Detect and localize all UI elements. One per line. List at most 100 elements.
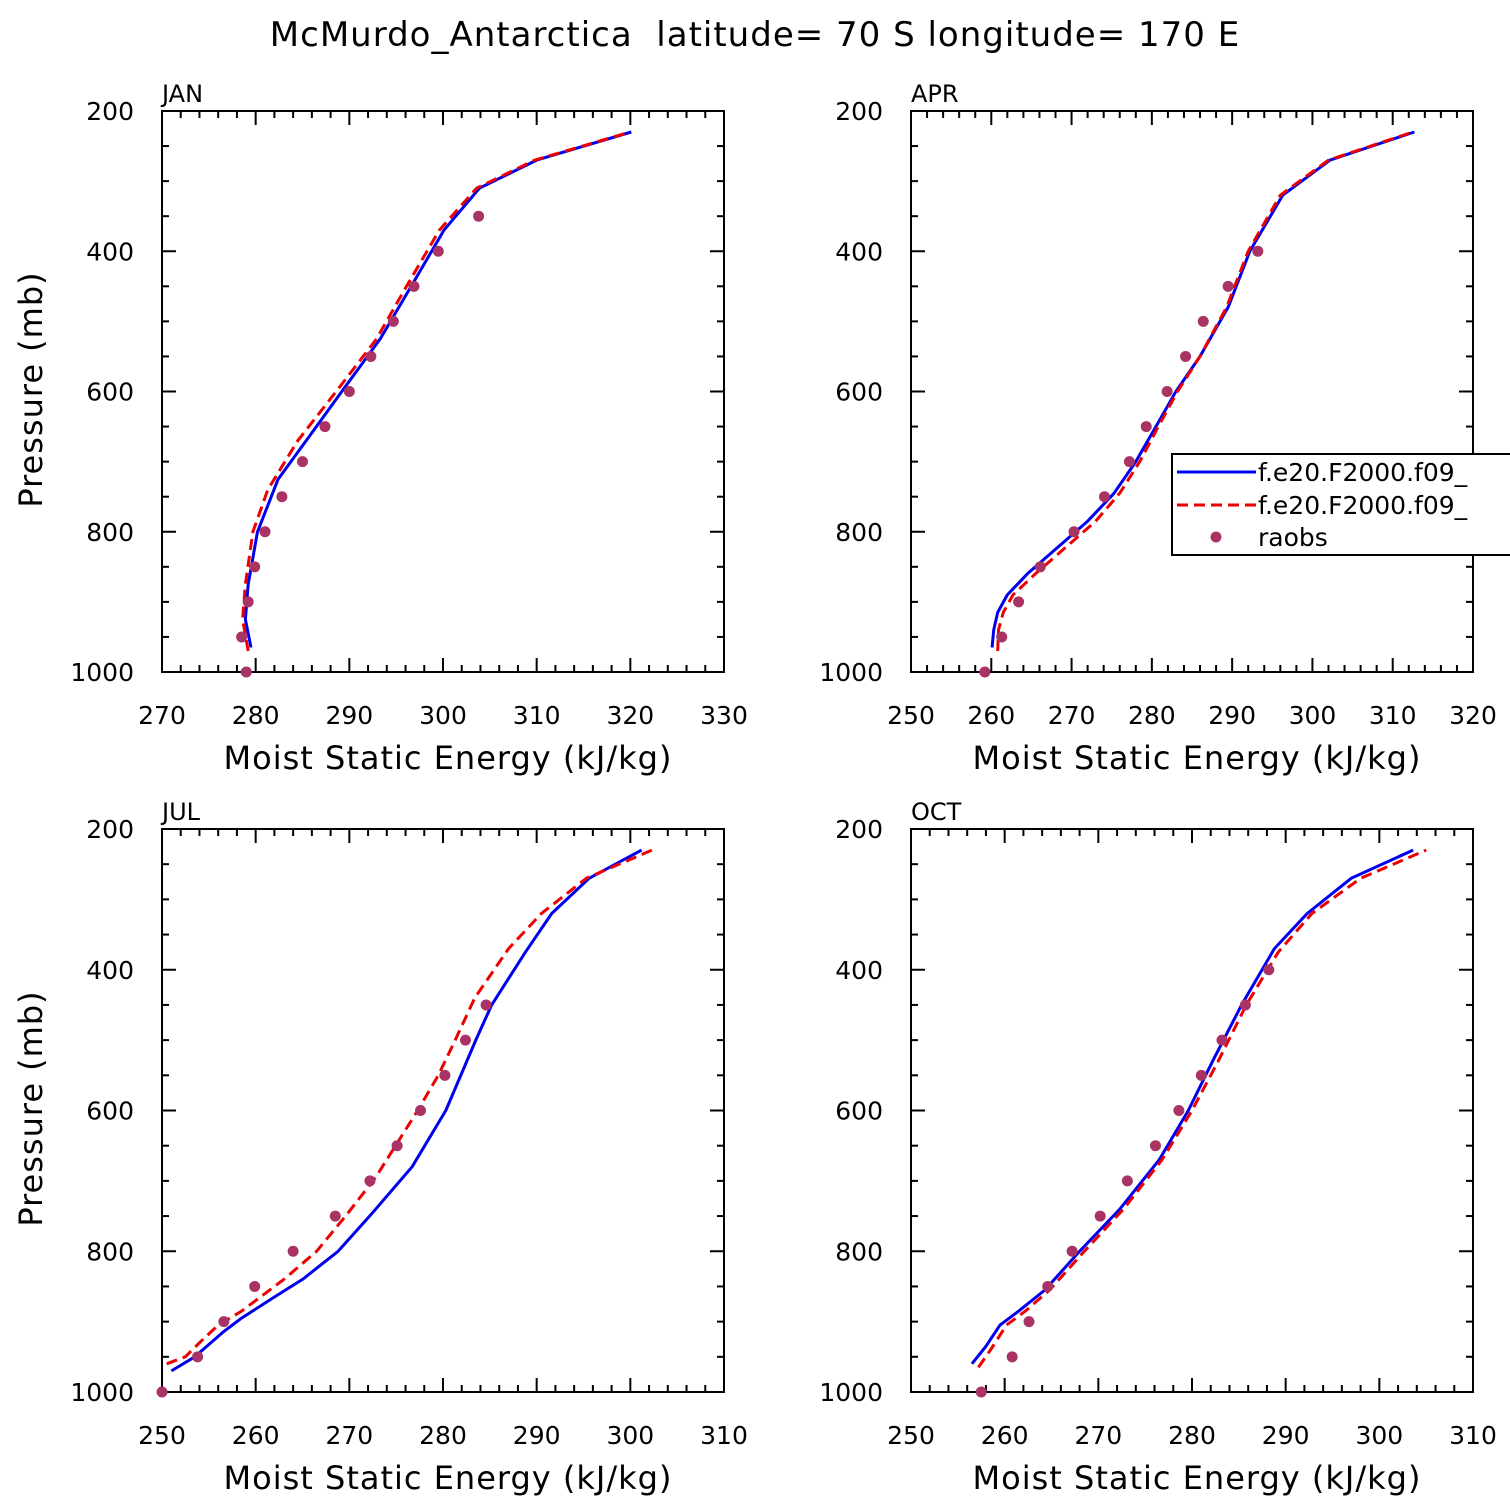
y-tick-label: 1000 (70, 658, 134, 687)
x-tick-label: 310 (700, 1421, 748, 1450)
raobs-point (1161, 386, 1173, 397)
raobs-point (236, 631, 248, 643)
panel-apr: APR 250 260 270 280 290 300 310 320 200 400 600 800 1… (819, 80, 1496, 777)
x-tick-label: 270 (1074, 1421, 1122, 1450)
raobs-point (329, 1210, 341, 1222)
raobs-point (287, 1245, 299, 1257)
x-axis-label: Moist Static Energy (kJ/kg) (973, 1459, 1422, 1497)
x-axis-ticks: 250 260 270 280 290 300 310 320 (887, 111, 1497, 730)
raobs-point (1066, 1245, 1078, 1257)
raobs-point (297, 456, 308, 468)
legend-label: f.e20.F2000.f09_ (1258, 491, 1468, 520)
y-tick-label: 800 (835, 518, 883, 547)
y-tick-label: 1000 (70, 1378, 134, 1407)
raobs-point (979, 666, 991, 678)
raobs-point (259, 526, 271, 538)
x-tick-label: 250 (887, 1421, 935, 1450)
x-tick-label: 300 (606, 1421, 654, 1450)
raobs-point (364, 1175, 376, 1187)
raobs-point (319, 421, 331, 433)
x-tick-label: 290 (1262, 1421, 1310, 1450)
raobs-point (192, 1351, 204, 1363)
y-tick-label: 1000 (819, 1378, 883, 1407)
raobs-point (1023, 1316, 1035, 1328)
panel-jan: JAN 270 280 290 300 310 320 330 200 400 600 800 1000… (12, 80, 748, 777)
y-tick-label: 600 (835, 1097, 883, 1126)
x-tick-label: 280 (1128, 701, 1176, 730)
series-line-dashed (977, 848, 1427, 1369)
y-tick-label: 400 (835, 237, 883, 266)
raobs-point (1180, 350, 1192, 362)
x-tick-label: 310 (1369, 701, 1417, 730)
x-axis-ticks: 270 280 290 300 310 320 330 (138, 111, 748, 730)
y-tick-label: 200 (835, 815, 883, 844)
x-tick-label: 290 (1208, 701, 1256, 730)
legend-label: f.e20.F2000.f09_ (1258, 458, 1468, 487)
x-tick-label: 320 (1449, 701, 1497, 730)
raobs-point (480, 999, 492, 1011)
raobs-point (459, 1034, 471, 1046)
panels: JAN 270 280 290 300 310 320 330 200 400 600 800 1000… (12, 80, 1510, 1497)
figure-title: McMurdo_Antarctica latitude= 70 S longit… (270, 15, 1240, 55)
raobs-point (432, 245, 444, 257)
plot-frame (161, 110, 725, 673)
x-tick-label: 260 (232, 1421, 280, 1450)
plot-frame (910, 828, 1474, 1393)
plot-frame (910, 110, 1474, 673)
panel-oct: OCT 250 260 270 280 290 300 310 200 400 600 800 1000… (819, 798, 1496, 1497)
x-tick-label: 300 (1289, 701, 1337, 730)
raobs-point (975, 1386, 987, 1398)
x-tick-label: 320 (606, 701, 654, 730)
x-tick-label: 270 (138, 701, 186, 730)
x-tick-label: 300 (1355, 1421, 1403, 1450)
raobs-point (1263, 964, 1275, 976)
series-line-dashed (241, 130, 631, 652)
x-tick-label: 250 (887, 701, 935, 730)
x-axis-label: Moist Static Energy (kJ/kg) (224, 739, 673, 777)
raobs-point (276, 491, 288, 503)
series-line-solid (970, 848, 1414, 1365)
y-tick-label: 400 (835, 956, 883, 985)
x-axis-ticks: 250 260 270 280 290 300 310 (887, 829, 1497, 1450)
raobs-point (1195, 1069, 1207, 1081)
panel-label: JAN (160, 80, 203, 108)
raobs-point (1013, 596, 1025, 608)
raobs-point (1140, 421, 1152, 433)
raobs-point (1121, 1175, 1133, 1187)
raobs-points (979, 245, 1264, 678)
y-tick-label: 800 (86, 1237, 134, 1266)
raobs-point (387, 315, 399, 327)
raobs-point (391, 1140, 403, 1152)
panel-label: JUL (160, 798, 201, 826)
raobs-point (415, 1105, 427, 1116)
y-tick-label: 400 (86, 956, 134, 985)
x-tick-label: 250 (138, 1421, 186, 1450)
y-axis-ticks: 200 400 600 800 1000 (819, 815, 1473, 1407)
x-tick-label: 270 (325, 1421, 373, 1450)
raobs-point (1123, 456, 1135, 468)
raobs-point (1252, 245, 1264, 257)
series-line-solid (990, 130, 1415, 648)
raobs-point (156, 1386, 168, 1398)
raobs-point (240, 666, 252, 678)
y-tick-label: 600 (835, 378, 883, 407)
raobs-point (249, 1280, 261, 1292)
x-tick-label: 300 (419, 701, 467, 730)
raobs-point (249, 561, 261, 573)
x-tick-label: 290 (513, 1421, 561, 1450)
x-tick-label: 260 (967, 701, 1015, 730)
raobs-point (1042, 1280, 1054, 1292)
raobs-point (996, 631, 1008, 643)
x-axis-label: Moist Static Energy (kJ/kg) (224, 1459, 673, 1497)
y-tick-label: 200 (86, 97, 134, 126)
raobs-point (473, 210, 485, 222)
y-tick-label: 200 (86, 815, 134, 844)
raobs-point (1149, 1140, 1161, 1152)
panel-label: OCT (911, 798, 962, 826)
series-line-solid (243, 130, 632, 648)
raobs-point (1034, 561, 1046, 573)
y-axis-ticks: 200 400 600 800 1000 (819, 97, 1473, 687)
legend-label: raobs (1258, 523, 1328, 552)
raobs-point (1098, 491, 1110, 503)
raobs-point (218, 1316, 230, 1328)
